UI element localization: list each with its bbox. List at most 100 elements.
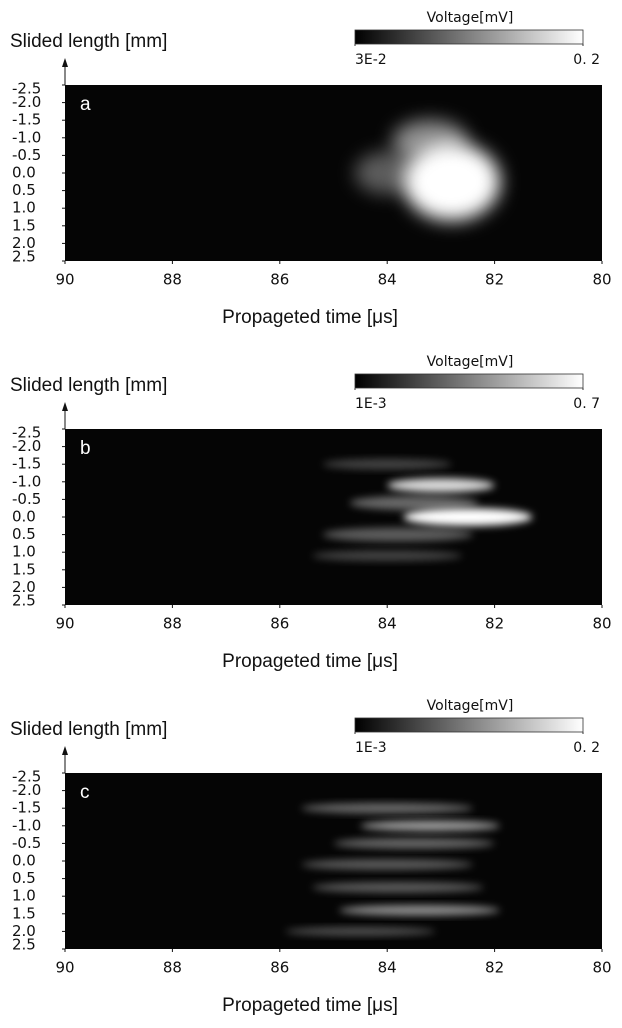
y-tick-label: 1.0 [12,543,36,561]
x-tick-label: 84 [378,271,397,289]
x-tick-label: 90 [55,271,74,289]
y-tick-label: -1.5 [12,799,41,817]
x-tick-label: 84 [378,615,397,633]
y-tick-label: -2.5 [12,768,41,786]
heatmap-signal [349,495,479,510]
x-tick-label: 82 [485,615,504,633]
y-tick-label: 1.5 [12,560,36,578]
colorbar-tick-label: 1E-3 [355,740,387,756]
y-tick-label: -1.0 [12,816,41,834]
heatmap [285,802,500,936]
x-tick-label: 82 [485,271,504,289]
x-tick-label: 80 [592,615,611,633]
colorbar [354,373,584,389]
heatmap-signal [333,838,495,849]
y-tick-label: 0.0 [12,852,36,870]
colorbar [354,717,584,733]
x-tick-label: 90 [55,959,74,977]
y-tick-label: -2.5 [12,424,41,442]
y-tick-label: -1.0 [12,472,41,490]
y-tick-label: 1.0 [12,199,36,217]
x-tick-label: 88 [163,959,182,977]
y-tick-label: 0.0 [12,508,36,526]
x-tick-label: 86 [270,271,289,289]
y-tick-label: 0.5 [12,525,36,543]
y-tick-label: -2.0 [12,437,41,455]
colorbar-tick-label: 1E-3 [355,396,387,412]
y-tick-label: -1.0 [12,128,41,146]
panel-label: b [80,438,91,459]
colorbar-title: Voltage[mV] [427,698,514,714]
heatmap-signal [338,905,500,916]
arrow-head [62,402,68,411]
colorbar-tick-label: 0. 7 [573,396,600,412]
y-tick-label: 2.0 [12,234,36,252]
y-tick-label: -1.5 [12,455,41,473]
x-tick-label: 90 [55,615,74,633]
x-tick-label: 80 [592,271,611,289]
panel: Slided length [mm] Voltage[mV] 1E-3 0. 7 b -2… [10,354,612,672]
y-tick-label: -1.5 [12,111,41,129]
x-tick-label: 86 [270,959,289,977]
heatmap-signal [285,927,436,936]
heatmap-signal [403,508,533,526]
panel: Slided length [mm] Voltage[mV] 1E-3 0. 2 c -2… [10,698,612,1016]
y-tick-label: 2.0 [12,578,36,596]
heatmap-signal [354,151,420,195]
y-tick-label: 0.5 [12,181,36,199]
y-tick-label: 1.5 [12,216,36,234]
x-axis-title: Propageted time [μs] [222,651,398,672]
colorbar-title: Voltage[mV] [427,354,514,370]
x-tick-label: 80 [592,959,611,977]
heatmap-signal [312,882,484,893]
heatmap-background [65,85,602,261]
arrow-head [62,58,68,67]
y-tick-label: -0.5 [12,146,41,164]
panel-label: c [80,782,90,803]
colorbar-title: Voltage[mV] [427,10,514,26]
y-tick-label: -0.5 [12,834,41,852]
heatmap-signal [392,120,468,163]
x-tick-label: 88 [163,615,182,633]
heatmap-signal [301,802,474,814]
y-axis-title: Slided length [mm] [10,375,167,396]
y-tick-label: 1.5 [12,904,36,922]
y-tick-label: -0.5 [12,490,41,508]
x-tick-label: 88 [163,271,182,289]
heatmap-signal [301,859,474,870]
heatmap [312,458,533,561]
heatmap-signal [322,527,474,542]
x-tick-label: 84 [378,959,397,977]
heatmap-signal [360,820,500,832]
heatmap-signal [403,143,500,221]
x-axis-title: Propageted time [μs] [222,995,398,1016]
y-tick-label: -2.5 [12,80,41,98]
colorbar-tick-label: 0. 2 [573,740,600,756]
colorbar-tick-label: 3E-2 [355,52,387,68]
y-tick-label: -2.0 [12,781,41,799]
y-tick-label: 2.0 [12,922,36,940]
y-tick-label: 2.5 [12,936,36,954]
y-tick-label: 1.0 [12,887,36,905]
panel-label: a [80,94,91,115]
y-tick-label: 2.5 [12,248,36,266]
heatmap [354,120,500,221]
y-tick-label: 0.5 [12,869,36,887]
x-tick-label: 82 [485,959,504,977]
x-axis-title: Propageted time [μs] [222,307,398,328]
y-axis-title: Slided length [mm] [10,719,167,740]
colorbar [354,29,584,45]
y-tick-label: -2.0 [12,93,41,111]
x-tick-label: 86 [270,615,289,633]
heatmap-signal [322,458,452,470]
y-tick-label: 2.5 [12,592,36,610]
heatmap-signal [387,478,495,493]
y-tick-label: 0.0 [12,164,36,182]
heatmap-signal [312,550,463,561]
panel: Slided length [mm] Voltage[mV] 3E-2 0. 2 a -2… [10,10,612,328]
arrow-head [62,746,68,755]
colorbar-tick-label: 0. 2 [573,52,600,68]
y-axis-title: Slided length [mm] [10,31,167,52]
